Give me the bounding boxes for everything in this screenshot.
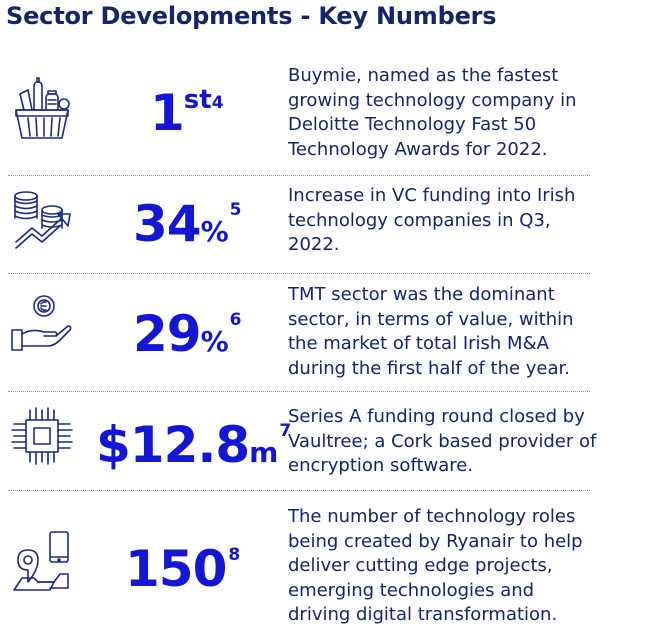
stat-value-3: 29%6: [133, 309, 242, 359]
stat-footnote: 6: [229, 310, 242, 330]
grocery-basket-icon: [10, 76, 74, 140]
stat-footnote: 8: [228, 545, 241, 565]
coins-growth-icon: [10, 188, 74, 252]
stat-description-1: Buymie, named as the fastest growing tec…: [288, 65, 577, 160]
stat-footnote: 4: [211, 93, 224, 113]
stat-unit: m: [249, 436, 278, 469]
stat-description-2: Increase in VC funding into Irish techno…: [288, 185, 576, 255]
microchip-icon: [10, 406, 74, 470]
stat-value-5: 150 8: [125, 544, 240, 594]
stat-value-1: 1st4: [150, 85, 224, 138]
stat-description-3: TMT sector was the dominant sector, in t…: [288, 284, 574, 379]
stat-number: 34: [133, 195, 202, 253]
stat-number: 150: [125, 540, 227, 598]
page-title: Sector Developments - Key Numbers: [6, 2, 497, 30]
stat-description-4: Series A funding round closed by Vaultre…: [288, 406, 597, 476]
stat-number: $12.8: [96, 416, 250, 474]
stat-unit: %: [200, 325, 229, 358]
stat-number: 1: [150, 84, 185, 142]
hand-coin-icon: [10, 290, 74, 354]
stat-footnote: 7: [279, 421, 292, 441]
stat-value-4: $12.8m7: [96, 420, 291, 470]
divider: [8, 175, 590, 176]
location-device-icon: [10, 530, 74, 594]
stat-value-2: 34%5: [133, 199, 242, 249]
stat-footnote: 5: [229, 200, 242, 220]
divider: [8, 391, 590, 392]
stat-unit: %: [200, 215, 229, 248]
divider: [8, 273, 590, 274]
divider: [8, 490, 590, 491]
stat-number: 29: [133, 305, 202, 363]
stat-description-5: The number of technology roles being cre…: [288, 506, 583, 625]
stat-ordinal-suffix: st4: [183, 85, 224, 115]
